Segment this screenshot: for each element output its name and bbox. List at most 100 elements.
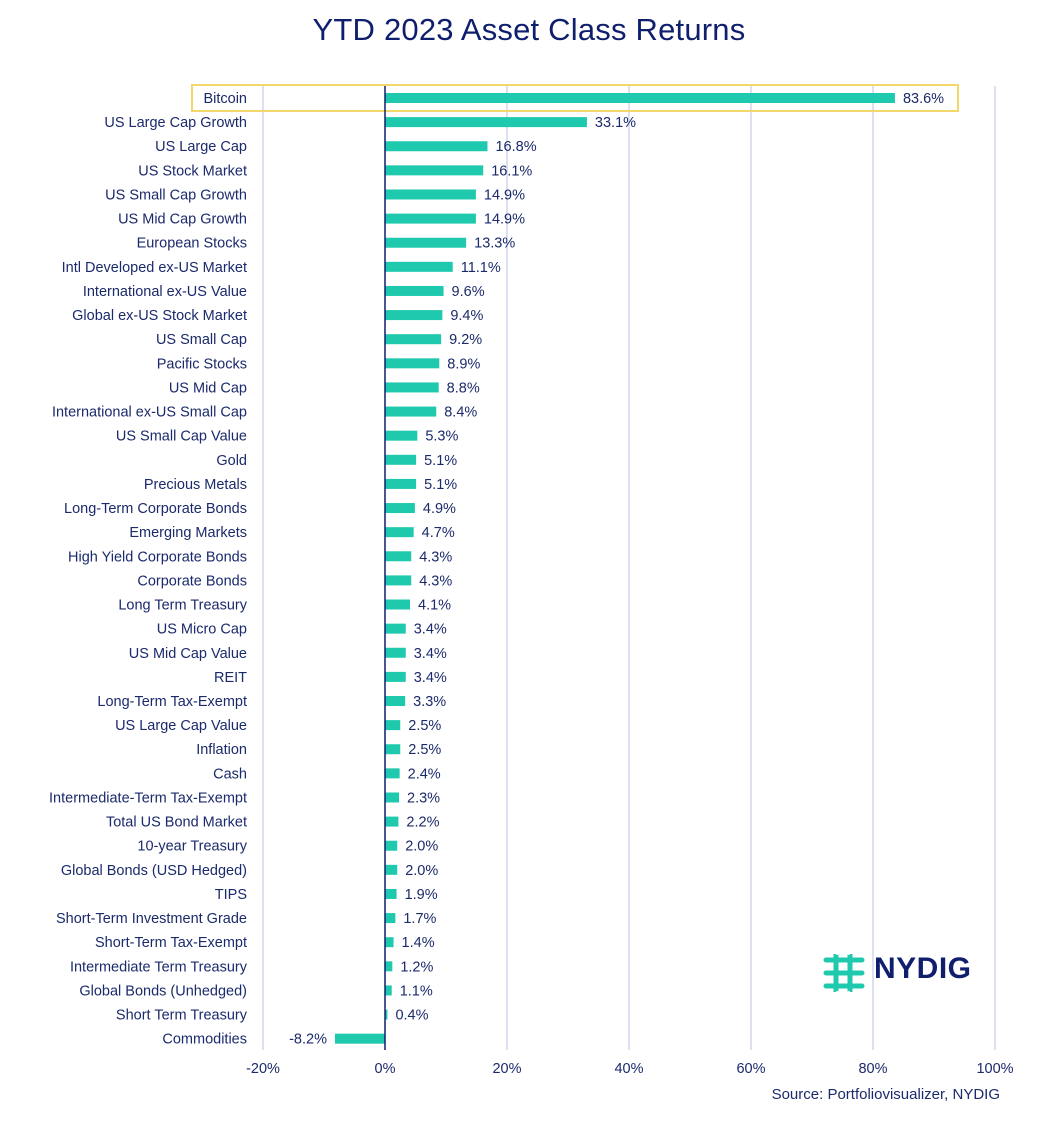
value-label: 0.4%	[395, 1008, 428, 1024]
bar	[385, 575, 412, 586]
bar	[385, 454, 417, 465]
value-label: 1.4%	[402, 935, 435, 951]
bar	[385, 671, 406, 682]
bar	[385, 237, 467, 248]
value-label: 2.5%	[408, 742, 441, 758]
value-label: 3.4%	[414, 622, 447, 638]
bar	[385, 117, 587, 128]
category-label: Intermediate-Term Tax-Exempt	[49, 790, 247, 806]
category-label: US Mid Cap Growth	[118, 212, 247, 228]
value-label: 5.1%	[424, 453, 457, 469]
bar	[385, 913, 396, 924]
bar	[385, 189, 476, 200]
bar	[385, 696, 406, 706]
bar	[385, 888, 397, 899]
value-label: 4.1%	[418, 598, 451, 614]
x-tick-label: -20%	[246, 1061, 280, 1077]
value-label: 2.3%	[407, 790, 440, 806]
bar	[385, 768, 400, 779]
x-tick-label: 0%	[375, 1061, 396, 1077]
category-label: Total US Bond Market	[106, 815, 247, 831]
category-label: 10-year Treasury	[137, 839, 247, 855]
category-label: Intl Developed ex-US Market	[62, 260, 247, 276]
category-label: Gold	[216, 453, 247, 469]
value-label: 2.5%	[408, 718, 441, 734]
bar	[385, 623, 406, 634]
category-label: Commodities	[162, 1032, 247, 1048]
value-label: 11.1%	[461, 260, 501, 276]
bar	[385, 93, 895, 103]
bar	[385, 213, 476, 224]
value-label: 1.1%	[400, 983, 433, 999]
value-label: 4.3%	[419, 573, 452, 589]
category-label: US Large Cap Growth	[104, 115, 247, 131]
category-label: Corporate Bonds	[137, 573, 247, 589]
category-label: Bitcoin	[203, 91, 247, 107]
category-label: US Mid Cap Value	[129, 646, 247, 662]
category-label: Pacific Stocks	[157, 356, 247, 372]
bar	[385, 141, 488, 152]
value-label: 4.3%	[419, 549, 452, 565]
category-label: Precious Metals	[144, 477, 247, 493]
category-label: Global ex-US Stock Market	[72, 308, 247, 324]
value-label: 2.0%	[405, 863, 438, 879]
category-label: Long Term Treasury	[118, 598, 247, 614]
category-label: Global Bonds (Unhedged)	[79, 983, 247, 999]
category-label: REIT	[214, 670, 247, 686]
category-label: Emerging Markets	[129, 525, 247, 541]
category-label: International ex-US Value	[83, 284, 247, 300]
bar	[385, 551, 412, 562]
value-label: 1.7%	[403, 911, 436, 927]
value-label: 3.4%	[414, 646, 447, 662]
category-label: Global Bonds (USD Hedged)	[61, 863, 247, 879]
value-label: 2.0%	[405, 839, 438, 855]
bar	[385, 430, 418, 441]
value-label: 2.2%	[406, 815, 439, 831]
value-label: 14.9%	[484, 212, 525, 228]
value-label: 3.4%	[414, 670, 447, 686]
category-label: Short Term Treasury	[116, 1008, 248, 1024]
bar	[385, 503, 415, 514]
value-label: 9.2%	[449, 332, 482, 348]
category-label: Short-Term Investment Grade	[56, 911, 247, 927]
value-label: 3.3%	[413, 694, 446, 710]
category-label: International ex-US Small Cap	[52, 405, 247, 421]
value-label: 9.4%	[450, 308, 483, 324]
bar	[385, 285, 444, 296]
bar	[385, 744, 401, 755]
value-label: 8.4%	[444, 405, 477, 421]
category-label: US Mid Cap	[169, 380, 247, 396]
category-label: Intermediate Term Treasury	[70, 959, 248, 975]
chart-title: YTD 2023 Asset Class Returns	[312, 12, 746, 47]
bar	[385, 310, 443, 321]
value-label: 16.8%	[495, 139, 536, 155]
bar	[385, 840, 398, 851]
bar	[385, 261, 453, 272]
value-label: 2.4%	[408, 766, 441, 782]
category-label: Long-Term Corporate Bonds	[64, 501, 247, 517]
value-label: 4.9%	[423, 501, 456, 517]
bar	[385, 792, 400, 803]
value-label: 14.9%	[484, 187, 525, 203]
bar	[385, 406, 437, 417]
bar	[385, 358, 440, 369]
bar	[385, 599, 411, 610]
value-label: 83.6%	[903, 91, 944, 107]
category-label: US Stock Market	[138, 163, 247, 179]
value-label: 33.1%	[595, 115, 636, 131]
bar	[385, 382, 439, 393]
value-label: 8.9%	[447, 356, 480, 372]
value-label: 4.7%	[422, 525, 455, 541]
bar	[334, 1033, 385, 1044]
value-label: 1.9%	[405, 887, 438, 903]
bar	[385, 334, 442, 345]
bar	[385, 478, 417, 489]
category-label: European Stocks	[137, 236, 247, 252]
category-label: TIPS	[215, 887, 247, 903]
bar	[385, 720, 401, 731]
category-label: US Small Cap Growth	[105, 187, 247, 203]
grid-lines	[262, 86, 996, 1050]
category-label: US Large Cap Value	[115, 718, 247, 734]
source-note: Source: Portfoliovisualizer, NYDIG	[771, 1086, 1000, 1103]
